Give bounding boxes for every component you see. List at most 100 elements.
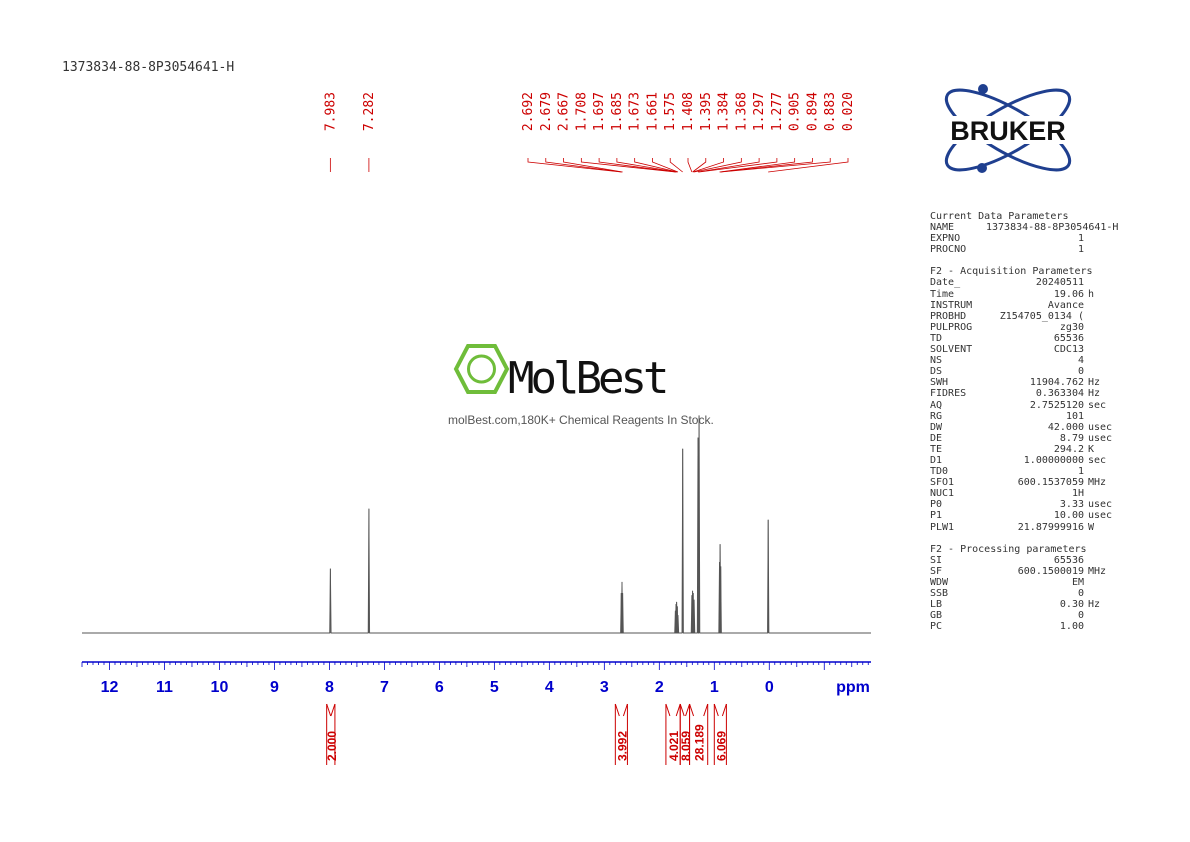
parameter-row: SWH 11904.762 Hz	[930, 377, 1112, 388]
peak-label-leader	[720, 158, 831, 173]
parameter-value: 1373834-88-8P3054641-H	[986, 222, 1119, 234]
peak-label-leader	[669, 158, 683, 173]
x-tick-label: 10	[211, 679, 229, 696]
integral-value: 8.059	[679, 731, 693, 761]
x-tick-label: 1	[710, 679, 719, 696]
peak-label: 0.905	[788, 92, 803, 131]
parameter-value: 600.1537059	[1017, 477, 1084, 489]
parameter-name: TD	[930, 332, 943, 344]
parameter-name: D1	[930, 454, 943, 466]
parameter-row: Time 19.06 h	[930, 289, 1112, 300]
parameter-value: 11904.762	[1029, 377, 1084, 389]
parameter-name: EXPNO	[930, 233, 961, 245]
parameter-row: NS 4	[930, 355, 1112, 366]
parameter-row: TD0 1	[930, 466, 1112, 477]
parameter-name: GB	[930, 610, 943, 622]
peak-label-leader	[527, 158, 622, 173]
peak-label-leader	[720, 158, 813, 173]
parameter-unit: Hz	[1088, 377, 1101, 389]
parameter-row: SOLVENT CDC13	[930, 344, 1112, 355]
parameter-name: Date_	[930, 277, 961, 289]
parameter-value: 20240511	[1035, 277, 1084, 289]
x-tick-label: 7	[380, 679, 389, 696]
peak-label-leader	[693, 158, 742, 173]
parameter-value: 0.363304	[1035, 388, 1084, 400]
orbit-icon	[944, 88, 1072, 172]
peak-label: 1.408	[681, 92, 696, 131]
peak-label: 2.692	[521, 92, 536, 131]
parameter-row: TE 294.2 K	[930, 444, 1112, 455]
parameter-value: 65536	[1053, 332, 1084, 344]
peak-label: 1.697	[592, 92, 607, 131]
parameter-name: WDW	[930, 576, 949, 588]
parameter-value: 0.30	[1059, 599, 1084, 611]
parameter-row: WDW EM	[930, 577, 1112, 588]
parameter-row: NUC1 1H	[930, 488, 1112, 499]
parameter-value: 8.79	[1059, 432, 1084, 444]
parameter-row: TD 65536	[930, 333, 1112, 344]
integral-curve	[326, 703, 336, 717]
parameter-name: RG	[930, 410, 943, 422]
parameter-unit: Hz	[1088, 388, 1101, 400]
parameter-name: P0	[930, 499, 943, 511]
parameter-value: 294.2	[1053, 443, 1084, 455]
atom-dot-icon	[978, 84, 988, 94]
peak-label-leader	[719, 158, 796, 173]
parameter-unit: Hz	[1088, 599, 1101, 611]
parameter-name: SOLVENT	[930, 344, 973, 356]
integral-curve	[679, 703, 691, 717]
parameter-value: zg30	[1059, 321, 1084, 333]
integral-value: 6.069	[714, 731, 728, 761]
x-tick-label: 3	[600, 679, 609, 696]
peak-label-leader	[687, 158, 693, 173]
parameter-value: 2.7525120	[1029, 399, 1084, 411]
parameter-value: 10.00	[1053, 510, 1084, 522]
hexagon-ring-icon	[467, 354, 496, 384]
integral-bracket	[614, 704, 628, 765]
peak-label: 1.708	[574, 92, 589, 131]
logo-backdrop	[924, 116, 1092, 144]
bruker-logo-text: BRUKER	[950, 116, 1066, 146]
parameter-row: DW 42.000 usec	[930, 422, 1112, 433]
parameter-row: PROCNO 1	[930, 244, 1112, 255]
parameter-value: 42.000	[1047, 421, 1084, 433]
peak-label-leader	[563, 158, 623, 173]
parameter-unit: K	[1088, 443, 1095, 455]
peak-label-leader	[598, 158, 677, 173]
parameter-name: NS	[930, 355, 943, 367]
x-tick-label: 2	[655, 679, 664, 696]
parameter-row: LB 0.30 Hz	[930, 599, 1112, 610]
parameter-value: 1	[1077, 466, 1084, 478]
parameter-row: SI 65536	[930, 555, 1112, 566]
peak-label-leader	[697, 158, 760, 173]
parameter-value: 1.00	[1059, 621, 1084, 633]
parameter-name: SF	[930, 565, 943, 577]
atom-dot-icon	[977, 163, 987, 173]
x-tick-label: 0	[765, 679, 774, 696]
parameter-value: 65536	[1053, 554, 1084, 566]
parameter-name: NUC1	[930, 488, 955, 500]
parameter-value: 0	[1077, 610, 1084, 622]
peak-label: 1.297	[752, 92, 767, 131]
x-tick-label: 12	[101, 679, 119, 696]
x-tick-label: 4	[545, 679, 554, 696]
parameter-unit: sec	[1088, 454, 1107, 466]
peak-label: 2.667	[557, 92, 572, 131]
parameter-panel: Current Data Parameters NAME 1373834-88-8P…	[930, 211, 1119, 633]
parameter-name: TD0	[930, 466, 949, 478]
parameter-name: P1	[930, 510, 943, 522]
parameter-name: SFO1	[930, 477, 955, 489]
parameter-row: PLW1 21.87999916 W	[930, 522, 1112, 533]
parameter-value: 1H	[1071, 488, 1084, 500]
parameter-value: 101	[1065, 410, 1084, 422]
parameter-row: NAME 1373834-88-8P3054641-H	[930, 222, 1119, 234]
parameter-value: 4	[1077, 355, 1084, 367]
integral-bracket	[713, 704, 727, 765]
integral-value: 4.021	[667, 731, 681, 761]
peak-label: 1.384	[717, 92, 732, 131]
parameter-name: SSB	[930, 588, 949, 599]
parameter-unit: sec	[1088, 399, 1107, 411]
parameter-row: DE 8.79 usec	[930, 433, 1112, 444]
peak-label: 0.883	[823, 92, 838, 131]
